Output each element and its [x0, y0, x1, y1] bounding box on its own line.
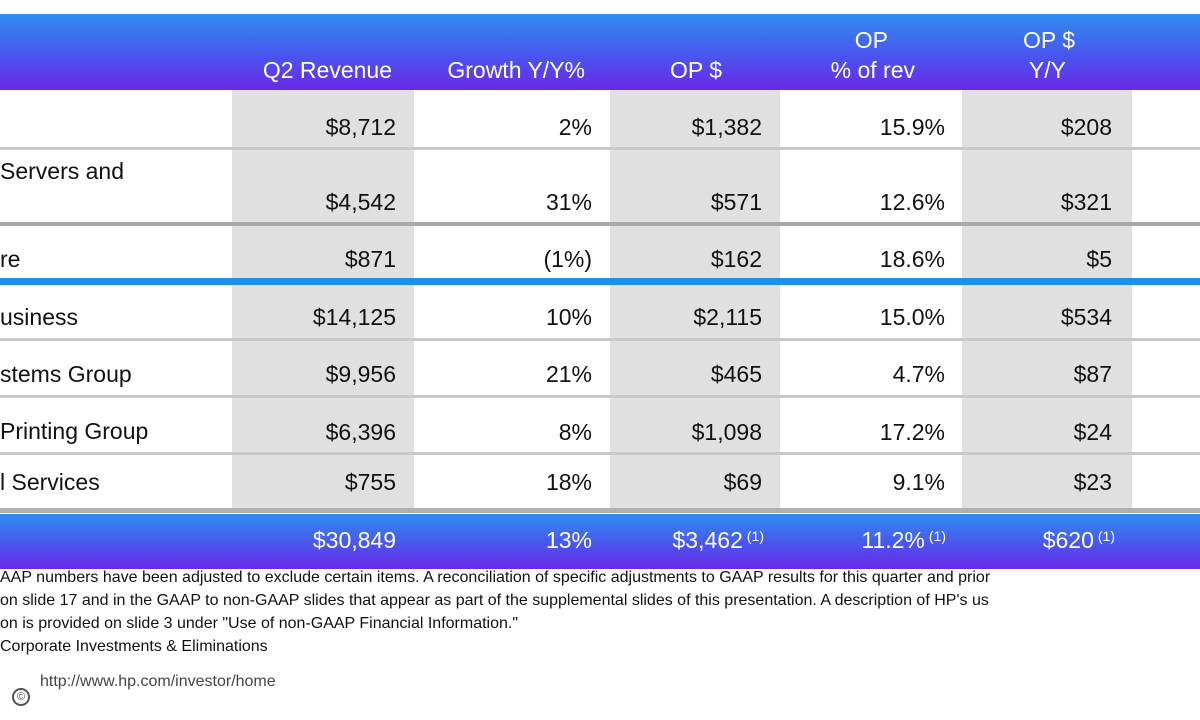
cell-op-pct: 15.0% [879, 304, 945, 330]
cell-growth: 21% [545, 361, 592, 387]
shaded-column-revenue [232, 90, 414, 510]
shaded-column-op [610, 90, 780, 510]
footnote-line: on slide 17 and in the GAAP to non-GAAP … [0, 592, 989, 609]
table-header-band [0, 14, 1200, 90]
cell-growth: 10% [545, 304, 592, 330]
hp-logo-icon: © [12, 688, 30, 706]
cell-growth: (1%) [543, 246, 592, 272]
row-divider [0, 147, 1200, 150]
total-op: $3,462 (1) [672, 527, 764, 553]
cell-revenue: $4,542 [325, 189, 396, 215]
footnote-line: on is provided on slide 3 under "Use of … [0, 615, 519, 632]
cell-op: $69 [723, 469, 762, 495]
cell-growth: 8% [558, 419, 592, 445]
cell-revenue: $6,396 [325, 419, 396, 445]
cell-revenue: $9,956 [325, 361, 396, 387]
cell-op: $162 [710, 246, 762, 272]
cell-op-yy: $208 [1060, 114, 1112, 140]
cell-growth: 2% [558, 114, 592, 140]
cell-op-pct: 17.2% [879, 419, 945, 445]
footnote-marker: (1) [1097, 528, 1115, 544]
cell-op: $465 [710, 361, 762, 387]
cell-op: $1,382 [691, 114, 762, 140]
cell-revenue: $871 [344, 246, 396, 272]
cell-op-yy: $23 [1073, 469, 1112, 495]
row-label: Servers and [0, 158, 125, 184]
section-divider [0, 278, 1200, 285]
row-label: l Services [0, 469, 100, 495]
cell-op-pct: 9.1% [892, 469, 945, 495]
row-divider [0, 338, 1200, 341]
cell-op-pct: 4.7% [892, 361, 945, 387]
shaded-column-op-yy [962, 90, 1132, 510]
total-revenue: $30,849 [312, 527, 396, 553]
header-op-pct-line2: % of rev [830, 57, 915, 83]
header-op: OP $ [670, 57, 722, 83]
cell-op-yy: $87 [1073, 361, 1112, 387]
row-label: Printing Group [0, 418, 149, 444]
cell-revenue: $8,712 [325, 114, 396, 140]
header-q2-revenue: Q2 Revenue [262, 57, 392, 83]
investor-url-link[interactable]: http://www.hp.com/investor/home [40, 673, 276, 690]
row-label: stems Group [0, 361, 132, 387]
cell-op-pct: 12.6% [879, 189, 945, 215]
cell-op-yy: $5 [1086, 246, 1112, 272]
total-op-yy: $620 (1) [1042, 527, 1115, 553]
footnote-line: AAP numbers have been adjusted to exclud… [0, 569, 991, 586]
header-op-yy-line1: OP $ [1023, 27, 1075, 53]
cell-op-yy: $24 [1073, 419, 1112, 445]
row-divider [0, 452, 1200, 455]
cell-growth: 31% [545, 189, 592, 215]
cell-op-yy: $534 [1060, 304, 1112, 330]
row-label: usiness [0, 304, 78, 330]
cell-op: $1,098 [691, 419, 762, 445]
cell-revenue: $14,125 [312, 304, 396, 330]
cell-op: $2,115 [693, 304, 762, 330]
cell-op-pct: 18.6% [879, 246, 945, 272]
footnote-marker: (1) [746, 528, 764, 544]
cell-op-yy: $321 [1060, 189, 1112, 215]
header-growth: Growth Y/Y% [447, 57, 585, 83]
total-row-band [0, 514, 1200, 569]
row-label: re [0, 246, 21, 272]
footnote-line: Corporate Investments & Eliminations [0, 638, 268, 655]
row-divider [0, 395, 1200, 398]
row-divider [0, 508, 1200, 513]
cell-growth: 18% [545, 469, 592, 495]
row-divider [0, 222, 1200, 226]
total-op-pct: 11.2% (1) [861, 527, 946, 553]
cell-op: $571 [710, 189, 762, 215]
cell-op-pct: 15.9% [879, 114, 945, 140]
header-op-yy-line2: Y/Y [1028, 57, 1066, 83]
header-op-pct-line1: OP [854, 27, 888, 53]
total-growth: 13% [545, 527, 592, 553]
cell-revenue: $755 [344, 469, 396, 495]
footnote-marker: (1) [928, 528, 946, 544]
